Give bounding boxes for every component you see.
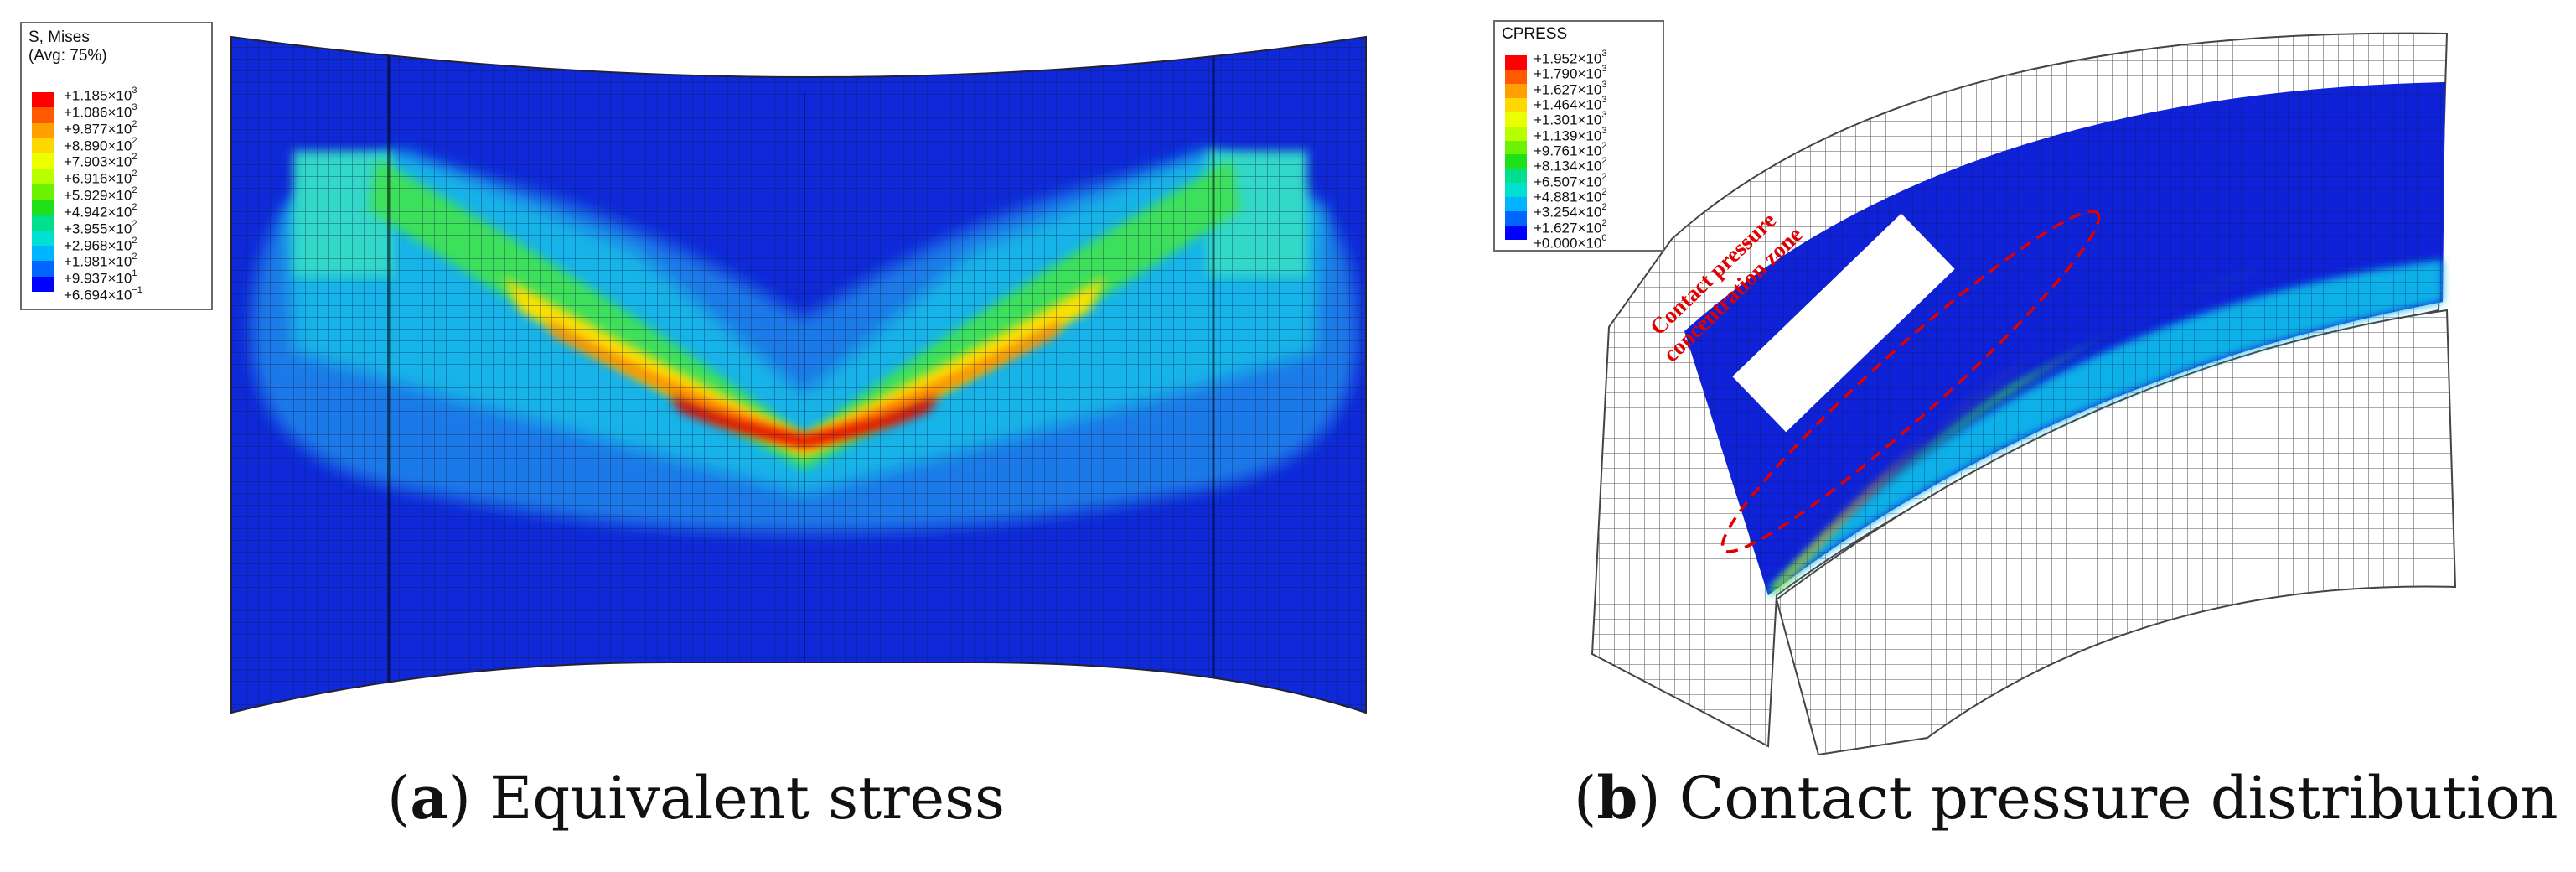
legend-value: +8.890×102 bbox=[64, 135, 137, 154]
caption-b: (b) Contact pressure distribution bbox=[1574, 763, 2558, 833]
annotation-label bbox=[1732, 213, 1955, 433]
legend-swatch bbox=[32, 169, 54, 184]
caption-letter: a bbox=[410, 763, 448, 833]
legend-swatch bbox=[1505, 211, 1527, 226]
legend-swatch bbox=[1505, 55, 1527, 70]
caption-text: Contact pressure distribution bbox=[1660, 764, 2558, 833]
legend-swatch bbox=[1505, 140, 1527, 155]
legend-value: +6.916×102 bbox=[64, 169, 137, 187]
legend-value: +6.507×102 bbox=[1534, 171, 1607, 190]
legend-value: +4.881×102 bbox=[1534, 187, 1607, 205]
legend-value: +8.134×102 bbox=[1534, 156, 1607, 174]
legend-value: +7.903×102 bbox=[64, 152, 137, 170]
legend-swatch bbox=[32, 215, 54, 231]
legend-swatch bbox=[32, 200, 54, 215]
stress-body bbox=[231, 37, 1366, 713]
stress-contour-plot bbox=[230, 35, 1367, 714]
panel-equivalent-stress: S, Mises (Avg: 75%) +1.185×103 +1.086×103… bbox=[20, 22, 1367, 833]
legend-value: +1.627×102 bbox=[1534, 217, 1607, 236]
legend-value: +1.981×102 bbox=[64, 252, 137, 270]
caption-letter: b bbox=[1596, 763, 1638, 833]
legend-swatch bbox=[32, 138, 54, 154]
legend-swatch bbox=[32, 184, 54, 200]
legend-value: +9.877×102 bbox=[64, 118, 137, 138]
legend-value: +1.627×103 bbox=[1534, 79, 1607, 98]
legend-swatch bbox=[32, 276, 54, 293]
legend-value: +5.929×102 bbox=[64, 185, 137, 204]
legend-values: +1.185×103 +1.086×103 +9.877×102 +8.890×102… bbox=[64, 86, 208, 303]
legend-value: +1.139×103 bbox=[1534, 125, 1607, 144]
concentration-zone-ellipse bbox=[1720, 210, 2101, 553]
legend-swatch bbox=[1505, 226, 1527, 240]
legend-value: +1.185×103 bbox=[64, 86, 137, 104]
legend-swatch bbox=[1505, 112, 1527, 127]
legend-swatch bbox=[32, 246, 54, 262]
legend-value: +0.000×100 bbox=[1534, 233, 1607, 252]
legend-values: +1.952×103 +1.790×103 +1.627×103 +1.464×103… bbox=[1534, 49, 1659, 251]
legend-value: +9.937×101 bbox=[64, 268, 137, 287]
legend-color-bar bbox=[1505, 55, 1527, 240]
legend-swatch bbox=[32, 107, 54, 123]
legend-swatch bbox=[32, 261, 54, 277]
legend-swatch bbox=[1505, 183, 1527, 198]
legend-value: +2.968×102 bbox=[64, 235, 137, 254]
legend-title: CPRESS bbox=[1502, 25, 1568, 43]
legend-value: +3.955×102 bbox=[64, 218, 137, 237]
legend-value: +1.952×103 bbox=[1534, 49, 1607, 67]
legend-swatch bbox=[1505, 69, 1527, 84]
caption-a: (a) Equivalent stress bbox=[387, 763, 1005, 833]
legend-value: +9.761×102 bbox=[1534, 141, 1607, 159]
stress-legend: S, Mises (Avg: 75%) +1.185×103 +1.086×103… bbox=[20, 22, 213, 310]
legend-swatch bbox=[1505, 126, 1527, 141]
legend-swatch bbox=[32, 230, 54, 247]
caption-text: Equivalent stress bbox=[470, 764, 1005, 833]
legend-swatch bbox=[1505, 97, 1527, 112]
legend-value: +6.694×10−1 bbox=[64, 285, 142, 304]
legend-value: +4.942×102 bbox=[64, 201, 137, 221]
legend-swatch bbox=[1505, 154, 1527, 169]
legend-swatch bbox=[32, 122, 54, 138]
legend-title: S, Mises (Avg: 75%) bbox=[28, 29, 107, 65]
legend-value: +1.790×103 bbox=[1534, 64, 1607, 82]
legend-swatch bbox=[1505, 169, 1527, 184]
legend-value: +1.301×103 bbox=[1534, 110, 1607, 128]
panel-contact-pressure: Contact pressure concentration zone (b) … bbox=[1383, 0, 2576, 872]
legend-color-bar bbox=[32, 92, 54, 293]
contact-pressure-plot bbox=[1591, 32, 2457, 755]
pressure-legend: CPRESS +1.952×103 +1.790×103 +1.627×103 +1.… bbox=[1493, 20, 1664, 252]
legend-value: +1.086×103 bbox=[64, 101, 137, 121]
contact-surface bbox=[1684, 82, 2445, 595]
legend-value: +3.254×102 bbox=[1534, 202, 1607, 221]
legend-swatch bbox=[1505, 83, 1527, 98]
legend-swatch bbox=[1505, 197, 1527, 212]
legend-value: +1.464×103 bbox=[1534, 95, 1607, 113]
legend-swatch bbox=[32, 153, 54, 169]
legend-swatch bbox=[32, 92, 54, 108]
